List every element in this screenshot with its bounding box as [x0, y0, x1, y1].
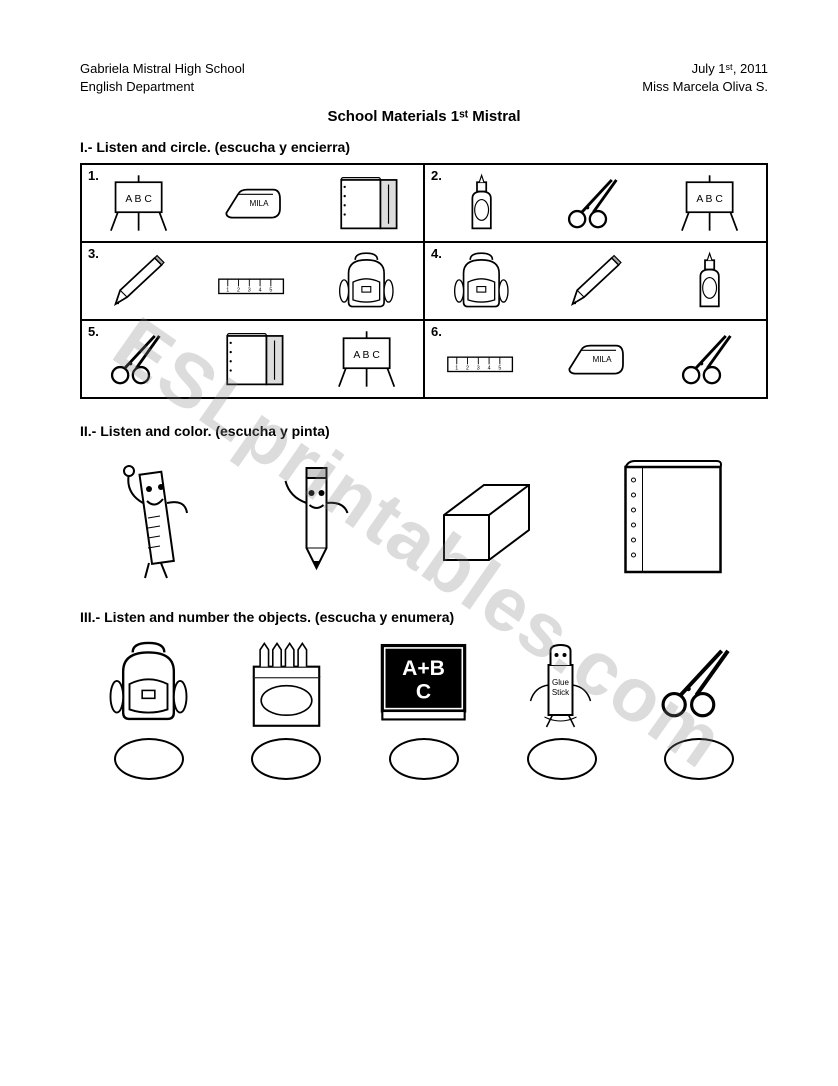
section-3-heading: III.- Listen and number the objects. (es… [80, 609, 768, 625]
s3-glue-stick [514, 635, 609, 780]
header: Gabriela Mistral High School English Dep… [80, 60, 768, 96]
cell-4-number: 4. [431, 246, 442, 261]
s3-crayons [239, 635, 334, 780]
ruler-icon [433, 325, 529, 393]
pencil-icon [547, 247, 643, 315]
header-right: July 1ˢᵗ, 2011 Miss Marcela Oliva S. [642, 60, 768, 96]
section-1-heading: I.- Listen and circle. (escucha y encier… [80, 139, 768, 155]
cell-2-number: 2. [431, 168, 442, 183]
pencil-cartoon-icon [269, 453, 364, 586]
cell-6: 6. [424, 320, 767, 398]
ruler-cartoon-icon [110, 453, 210, 586]
scissors-icon [90, 325, 186, 393]
pencil-icon [90, 247, 186, 315]
s3-chalkboard [376, 635, 471, 780]
answer-oval[interactable] [251, 738, 321, 780]
answer-oval[interactable] [527, 738, 597, 780]
cell-1-number: 1. [88, 168, 99, 183]
section-2-row [80, 449, 768, 589]
section-1-grid: 1. 2. 3. 4. 5. 6. [80, 163, 768, 399]
glue-icon [662, 247, 758, 315]
teacher-name: Miss Marcela Oliva S. [642, 78, 768, 96]
section-3-row [80, 635, 768, 780]
worksheet-title: School Materials 1ˢᵗ Mistral [80, 108, 768, 125]
section-2-heading: II.- Listen and color. (escucha y pinta) [80, 423, 768, 439]
notebook-large-icon [608, 455, 738, 583]
backpack-icon [433, 247, 529, 315]
notebook-icon [319, 169, 415, 237]
eraser-3d-icon [424, 460, 549, 578]
date: July 1ˢᵗ, 2011 [642, 60, 768, 78]
department: English Department [80, 78, 245, 96]
s3-backpack [101, 635, 196, 780]
cell-3: 3. [81, 242, 424, 320]
cell-5-number: 5. [88, 324, 99, 339]
cell-6-number: 6. [431, 324, 442, 339]
cell-5: 5. [81, 320, 424, 398]
board-icon [90, 169, 186, 237]
scissors-icon [547, 169, 643, 237]
ruler-icon [204, 247, 300, 315]
cell-2: 2. [424, 164, 767, 242]
cell-4: 4. [424, 242, 767, 320]
eraser-icon [547, 325, 643, 393]
notebook-icon [204, 325, 300, 393]
school-name: Gabriela Mistral High School [80, 60, 245, 78]
answer-oval[interactable] [664, 738, 734, 780]
eraser-icon [204, 169, 300, 237]
answer-oval[interactable] [114, 738, 184, 780]
backpack-icon [319, 247, 415, 315]
s3-scissors [652, 635, 747, 780]
answer-oval[interactable] [389, 738, 459, 780]
cell-3-number: 3. [88, 246, 99, 261]
glue-icon [433, 169, 529, 237]
cell-1: 1. [81, 164, 424, 242]
scissors-icon [662, 325, 758, 393]
header-left: Gabriela Mistral High School English Dep… [80, 60, 245, 96]
board-icon [662, 169, 758, 237]
board-icon [319, 325, 415, 393]
